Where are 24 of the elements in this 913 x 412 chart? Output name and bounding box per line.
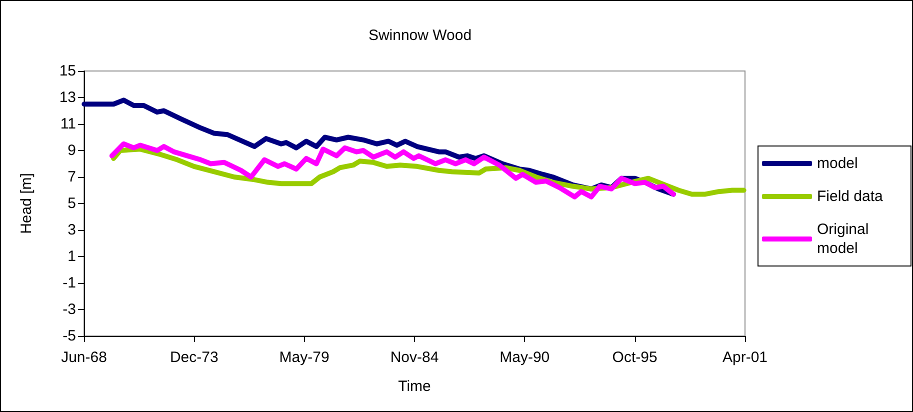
y-tick-label: 11	[60, 116, 76, 132]
x-axis-title: Time	[398, 378, 431, 395]
y-tick-label: 3	[68, 222, 76, 238]
y-tick-label: -5	[62, 328, 76, 344]
y-tick-label: 1	[68, 248, 76, 265]
x-tick-label: Apr-01	[722, 349, 768, 366]
x-tick-label: May-90	[500, 349, 550, 366]
y-tick-label: 7	[68, 168, 76, 186]
x-tick-label: May-79	[279, 349, 330, 366]
x-tick-label: Dec-73	[170, 349, 218, 366]
legend-label: Original model	[817, 221, 873, 257]
y-tick-label: 15	[59, 62, 76, 80]
y-tick-label: 13	[59, 89, 76, 106]
y-tick-label: 5	[68, 195, 76, 212]
legend-label: Field data	[817, 188, 884, 205]
x-tick-label: Oct-95	[612, 349, 658, 366]
legend-label: model	[817, 155, 858, 172]
x-tick-label: Jun-68	[61, 349, 107, 366]
y-axis-title: Head [m]	[18, 173, 35, 234]
y-tick-label: -1	[62, 274, 76, 292]
chart-title: Swinnow Wood	[368, 27, 472, 44]
x-tick-label: Nov-84	[390, 349, 439, 366]
y-tick-label: -3	[62, 301, 76, 318]
y-tick-label: 9	[68, 142, 76, 159]
